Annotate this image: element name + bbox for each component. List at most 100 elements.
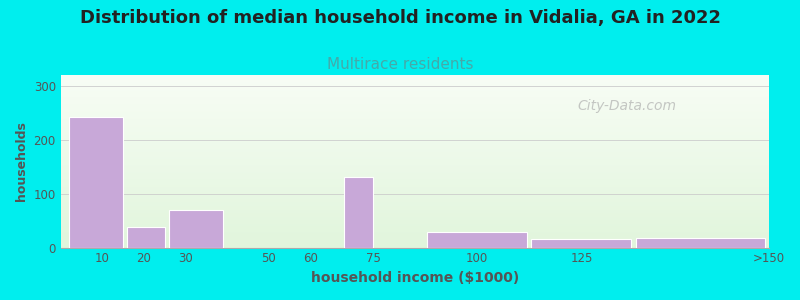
Bar: [61, 104, 769, 105]
Bar: [61, 94, 769, 95]
Bar: [61, 153, 769, 154]
Bar: [61, 144, 769, 145]
Bar: [61, 116, 769, 117]
Text: Multirace residents: Multirace residents: [326, 57, 474, 72]
Bar: [61, 180, 769, 181]
Bar: [61, 117, 769, 118]
Bar: [61, 197, 769, 198]
Bar: [61, 234, 769, 235]
Bar: [61, 160, 769, 161]
Bar: [61, 79, 769, 80]
Bar: [61, 77, 769, 78]
Bar: [61, 239, 769, 240]
Bar: [61, 190, 769, 191]
Bar: [61, 170, 769, 171]
Bar: [61, 193, 769, 194]
Bar: [61, 113, 769, 114]
Bar: [169, 210, 223, 248]
Bar: [61, 151, 769, 152]
Bar: [61, 183, 769, 184]
Bar: [61, 200, 769, 201]
Bar: [61, 88, 769, 89]
Bar: [427, 232, 527, 247]
Bar: [61, 191, 769, 192]
Bar: [61, 189, 769, 190]
Bar: [61, 83, 769, 84]
Bar: [61, 157, 769, 158]
Bar: [61, 214, 769, 215]
Bar: [61, 226, 769, 227]
Bar: [61, 207, 769, 208]
Bar: [61, 81, 769, 82]
Bar: [61, 202, 769, 203]
Bar: [61, 224, 769, 225]
Bar: [61, 210, 769, 211]
Bar: [61, 227, 769, 228]
Bar: [61, 165, 769, 166]
Bar: [61, 125, 769, 126]
Text: Distribution of median household income in Vidalia, GA in 2022: Distribution of median household income …: [79, 9, 721, 27]
Bar: [61, 158, 769, 159]
Bar: [61, 178, 769, 179]
Bar: [61, 162, 769, 163]
Bar: [531, 239, 631, 248]
Bar: [61, 160, 769, 161]
Bar: [61, 102, 769, 103]
Bar: [61, 203, 769, 204]
Bar: [61, 156, 769, 157]
Bar: [61, 132, 769, 133]
Bar: [61, 216, 769, 217]
Bar: [61, 80, 769, 81]
Bar: [61, 91, 769, 92]
Bar: [61, 166, 769, 167]
Bar: [61, 159, 769, 160]
Bar: [61, 187, 769, 188]
Bar: [61, 228, 769, 229]
Bar: [127, 227, 165, 247]
Bar: [61, 114, 769, 115]
Bar: [61, 236, 769, 237]
Bar: [61, 99, 769, 100]
Bar: [61, 100, 769, 101]
Bar: [61, 109, 769, 110]
Bar: [61, 101, 769, 102]
Bar: [61, 155, 769, 156]
Bar: [61, 149, 769, 150]
Bar: [61, 150, 769, 151]
Bar: [61, 124, 769, 125]
Bar: [61, 136, 769, 137]
Bar: [61, 196, 769, 197]
Bar: [69, 116, 123, 248]
Bar: [61, 176, 769, 177]
Bar: [61, 128, 769, 129]
Bar: [61, 107, 769, 108]
Bar: [61, 233, 769, 234]
Bar: [61, 103, 769, 104]
Bar: [61, 164, 769, 165]
Bar: [61, 92, 769, 93]
Bar: [61, 209, 769, 210]
Bar: [61, 87, 769, 88]
Bar: [61, 194, 769, 195]
Bar: [61, 148, 769, 149]
Bar: [61, 167, 769, 168]
Bar: [61, 238, 769, 239]
Bar: [61, 119, 769, 120]
Bar: [61, 75, 769, 76]
Bar: [61, 235, 769, 236]
Bar: [61, 184, 769, 185]
Bar: [61, 137, 769, 138]
Bar: [61, 131, 769, 132]
Bar: [61, 95, 769, 96]
Bar: [61, 242, 769, 243]
Bar: [61, 120, 769, 121]
Bar: [61, 199, 769, 200]
Bar: [61, 161, 769, 162]
Bar: [61, 230, 769, 231]
Bar: [61, 229, 769, 230]
Bar: [61, 173, 769, 174]
Bar: [61, 154, 769, 155]
Bar: [61, 212, 769, 213]
Bar: [61, 76, 769, 77]
Bar: [61, 142, 769, 143]
